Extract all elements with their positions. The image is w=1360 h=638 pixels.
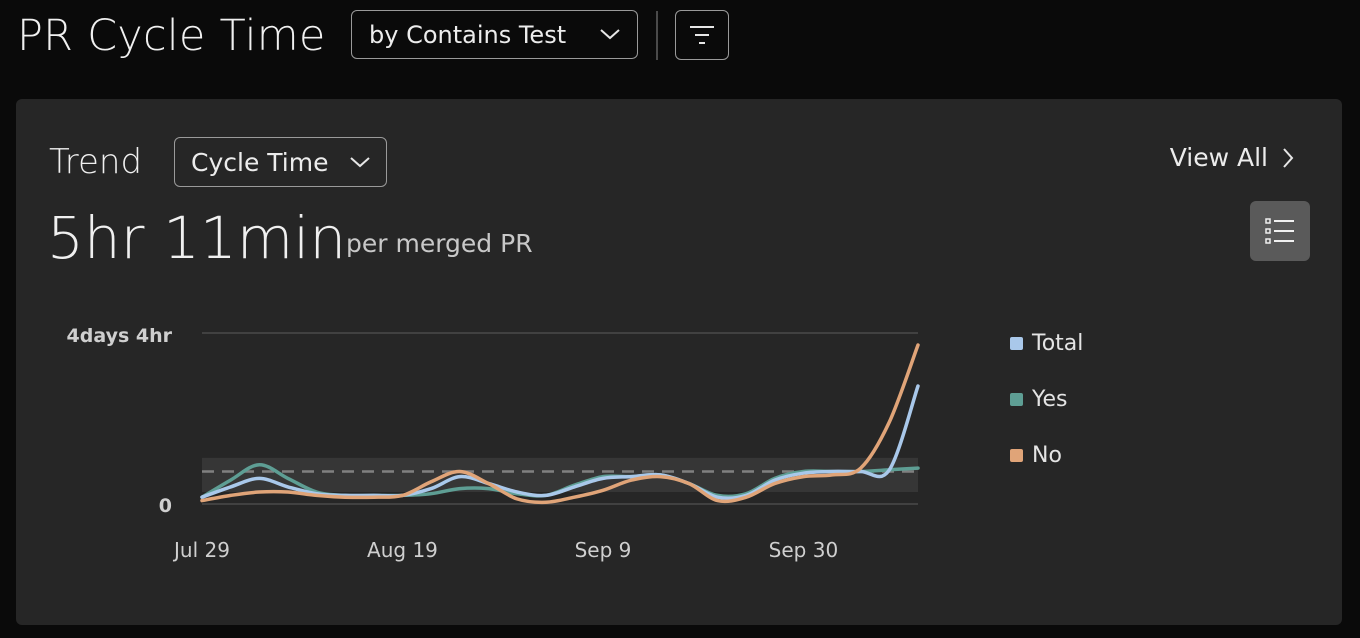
chevron-down-icon: [350, 157, 370, 168]
series-line-no: [200, 343, 920, 505]
legend-label: Total: [1032, 330, 1084, 356]
legend-item-no[interactable]: No: [1010, 427, 1083, 483]
metric-dropdown[interactable]: Cycle Time: [174, 137, 387, 187]
x-tick-label: Jul 29: [172, 538, 230, 562]
y-tick-label: 4days 4hr: [67, 325, 173, 347]
legend-label: Yes: [1032, 386, 1068, 412]
chart-legend: Total Yes No: [1010, 315, 1083, 483]
filter-icon: [690, 26, 714, 44]
trend-title: Trend: [49, 142, 143, 182]
y-tick-label: 0: [159, 495, 172, 517]
filter-button[interactable]: [675, 10, 729, 60]
list-view-button[interactable]: [1250, 201, 1310, 261]
view-all-link[interactable]: View All: [1170, 143, 1294, 172]
metric-value: 5hr 11min: [47, 204, 347, 272]
x-tick-label: Sep 9: [575, 538, 632, 562]
legend-swatch: [1010, 448, 1023, 462]
list-icon: [1265, 218, 1294, 244]
chevron-down-icon: [600, 29, 620, 40]
x-tick-label: Sep 30: [769, 538, 839, 562]
group-by-dropdown[interactable]: by Contains Test: [351, 10, 638, 59]
chevron-right-icon: [1283, 147, 1294, 168]
x-tick-label: Aug 19: [367, 538, 438, 562]
metric-label: Cycle Time: [191, 147, 329, 177]
metric-unit: per merged PR: [346, 229, 533, 258]
group-by-label: by Contains Test: [369, 20, 567, 49]
view-all-label: View All: [1169, 143, 1268, 172]
legend-label: No: [1032, 442, 1062, 468]
page-title: PR Cycle Time: [17, 11, 326, 61]
legend-swatch: [1010, 336, 1023, 350]
legend-item-yes[interactable]: Yes: [1010, 371, 1083, 427]
legend-item-total[interactable]: Total: [1010, 315, 1083, 371]
trend-chart: 0 4days 4hr Jul 29 Aug 19 Sep 9 Sep 30: [67, 325, 920, 562]
trend-card: Trend Cycle Time View All 5hr 11min per …: [16, 99, 1342, 625]
header-divider: [656, 11, 658, 60]
legend-swatch: [1010, 392, 1023, 406]
